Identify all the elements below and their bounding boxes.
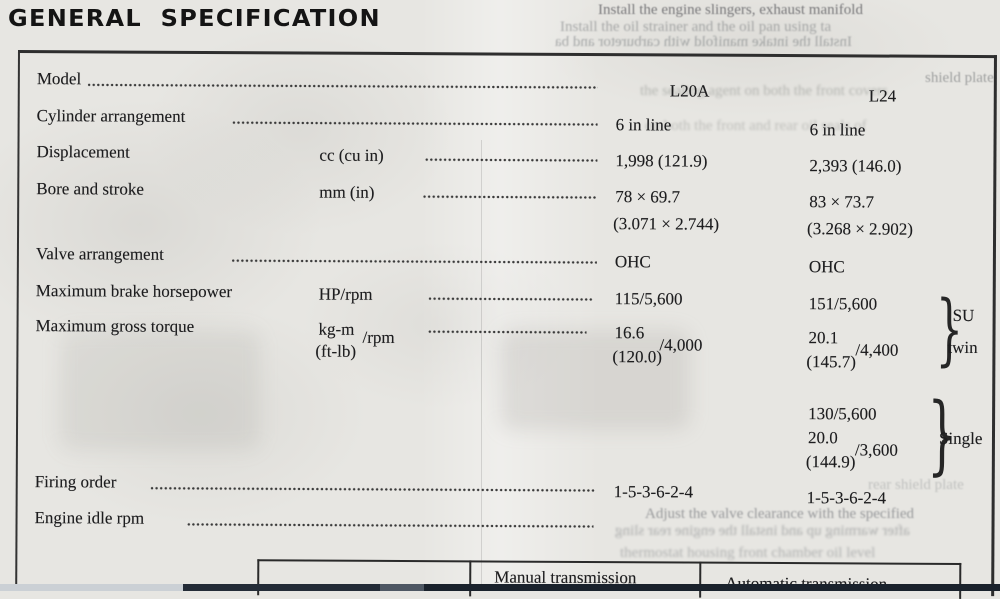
torque-l24-single-metric: 20.0 (807, 428, 838, 448)
dotted-leader (428, 297, 593, 302)
dotted-leader (428, 330, 587, 334)
spec-table: Model L20A L24 Cylinder arrangement 6 in… (15, 50, 997, 599)
row-label-bore-stroke: Bore and stroke (36, 179, 144, 199)
valve-l20a: OHC (614, 252, 651, 272)
firing-order-l20a: 1-5-3-6-2-4 (613, 482, 694, 502)
bore-stroke-l20a-in: (3.071 × 2.744) (613, 214, 720, 234)
sub-table-top-border (257, 559, 962, 565)
carburetor-note-su: SU (952, 305, 975, 326)
row-label-cylinder-arrangement: Cylinder arrangement (36, 106, 186, 126)
bore-stroke-l24-mm: 83 × 73.7 (809, 192, 875, 212)
row-label-torque: Maximum gross torque (35, 316, 195, 336)
torque-l24-su-metric: 20.1 (808, 328, 839, 348)
cylinder-l24: 6 in line (809, 120, 866, 140)
row-label-valve-arrangement: Valve arrangement (35, 244, 164, 264)
torque-l20a-metric: 16.6 (614, 323, 645, 343)
row-label-horsepower: Maximum brake horsepower (35, 281, 233, 302)
horsepower-l24-single: 130/5,600 (808, 404, 877, 424)
page-title: GENERAL SPECIFICATION (8, 5, 381, 32)
ghost-text-line: Install the engine slingers, exhaust man… (598, 2, 863, 18)
sub-table-divider (699, 561, 702, 598)
valve-l24: OHC (808, 257, 845, 277)
bore-stroke-l20a-mm: 78 × 69.7 (615, 187, 681, 207)
model-l20a: L20A (669, 81, 710, 101)
torque-l24-single-imperial: (144.9) (805, 452, 856, 472)
torque-unit-imperial: (ft-lb) (315, 341, 357, 361)
row-label-displacement: Displacement (36, 142, 130, 162)
row-label-firing-order: Firing order (34, 472, 117, 492)
sub-table-left-border (257, 559, 260, 596)
sub-table-right-border (959, 562, 962, 599)
displacement-l20a: 1,998 (121.9) (615, 151, 708, 171)
dotted-leader (87, 83, 598, 90)
horsepower-unit: HP/rpm (318, 284, 373, 304)
sub-table-header-manual: Manual transmission (494, 567, 637, 588)
torque-l24-su-rpm: /4,400 (855, 340, 899, 360)
torque-l20a-rpm: /4,000 (659, 335, 703, 355)
horsepower-l24-su: 151/5,600 (808, 294, 878, 314)
displacement-l24: 2,393 (146.0) (809, 156, 902, 176)
firing-order-l24: 1-5-3-6-2-4 (806, 488, 887, 508)
displacement-unit: cc (cu in) (319, 145, 384, 165)
cylinder-l20a: 6 in line (615, 115, 672, 135)
carburetor-note-twin: twin (947, 337, 978, 358)
torque-l24-su-imperial: (145.7) (806, 352, 857, 372)
torque-unit-rpm: /rpm (362, 327, 395, 347)
torque-l24-single-rpm: /3,600 (854, 440, 898, 460)
row-label-model: Model (36, 69, 82, 89)
carburetor-note-single: Single (938, 428, 983, 449)
sub-table-header-automatic: Automatic transmission (725, 573, 888, 594)
ghost-text-line: Install the intake manifold with carbure… (555, 34, 852, 50)
dotted-leader (423, 195, 598, 200)
dotted-leader (150, 486, 596, 493)
dotted-leader (232, 121, 598, 127)
torque-unit-metric: kg-m (318, 319, 355, 339)
bore-stroke-l24-in: (3.268 × 2.902) (807, 219, 914, 239)
row-label-engine-idle-rpm: Engine idle rpm (34, 508, 145, 528)
horsepower-l20a: 115/5,600 (614, 289, 683, 309)
torque-l20a-imperial: (120.0) (612, 347, 663, 367)
dotted-leader (187, 522, 594, 529)
ghost-text-line: Install the oil strainer and the oil pan… (560, 19, 832, 35)
model-l24: L24 (868, 86, 897, 106)
dotted-leader (231, 259, 597, 265)
dotted-leader (425, 158, 598, 163)
bore-stroke-unit: mm (in) (319, 182, 375, 202)
